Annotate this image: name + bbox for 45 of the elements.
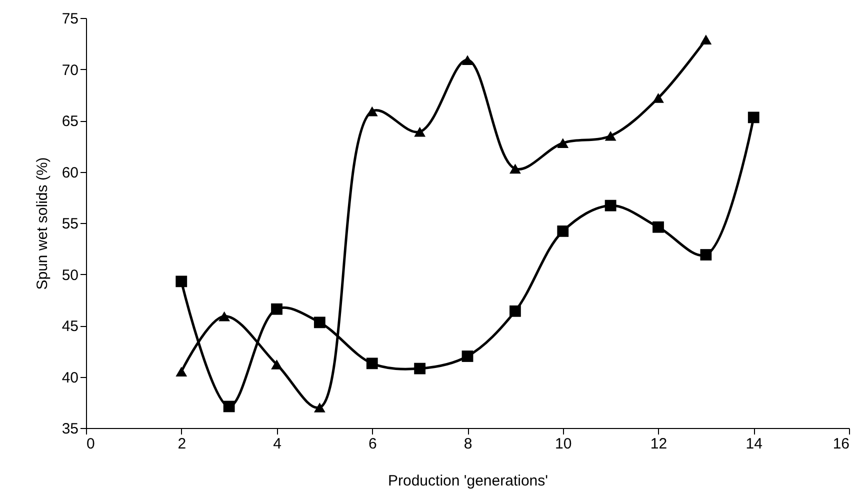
point: [557, 138, 569, 148]
x-tick-label: 16: [832, 436, 850, 452]
x-axis-title: Production 'generations': [388, 472, 548, 490]
point: [748, 112, 760, 124]
point: [176, 276, 188, 288]
point: [271, 303, 282, 315]
y-tick-label: 65: [62, 113, 78, 130]
point: [366, 358, 378, 370]
y-tick-label: 45: [62, 318, 78, 335]
x-tick-label: 10: [555, 436, 572, 452]
point: [557, 226, 569, 237]
point: [176, 366, 188, 377]
y-tick-label: 55: [62, 216, 78, 232]
point: [652, 221, 664, 233]
point: [604, 130, 616, 141]
point: [218, 311, 230, 322]
x-tick-label: 2: [178, 436, 186, 452]
y-axis-title: Spun wet solids (%): [34, 157, 51, 290]
y-tick-label: 70: [62, 62, 78, 79]
point: [652, 93, 664, 103]
y-tick-label: 50: [62, 266, 78, 284]
x-tick-label: 14: [746, 436, 762, 452]
x-tick-label: 12: [650, 436, 668, 452]
y-tick-label: 35: [62, 420, 78, 438]
point: [271, 360, 282, 370]
point: [414, 126, 426, 137]
point: [700, 249, 712, 260]
y-tick-label: 75: [62, 10, 78, 28]
x-tick-label: 0: [86, 436, 95, 452]
point: [314, 402, 326, 412]
y-tick-label: 60: [62, 164, 78, 182]
point: [414, 362, 426, 374]
x-tick-label: 4: [273, 436, 282, 452]
x-tick-label: 6: [368, 436, 377, 452]
point: [509, 164, 521, 174]
x-tick-label: 8: [464, 436, 472, 452]
point: [462, 55, 474, 65]
point: [366, 106, 378, 116]
point: [314, 316, 326, 328]
point: [604, 200, 616, 212]
point: [223, 400, 235, 412]
y-tick-label: 40: [62, 369, 78, 386]
point: [509, 305, 521, 317]
point: [462, 350, 474, 362]
point: [700, 34, 712, 44]
